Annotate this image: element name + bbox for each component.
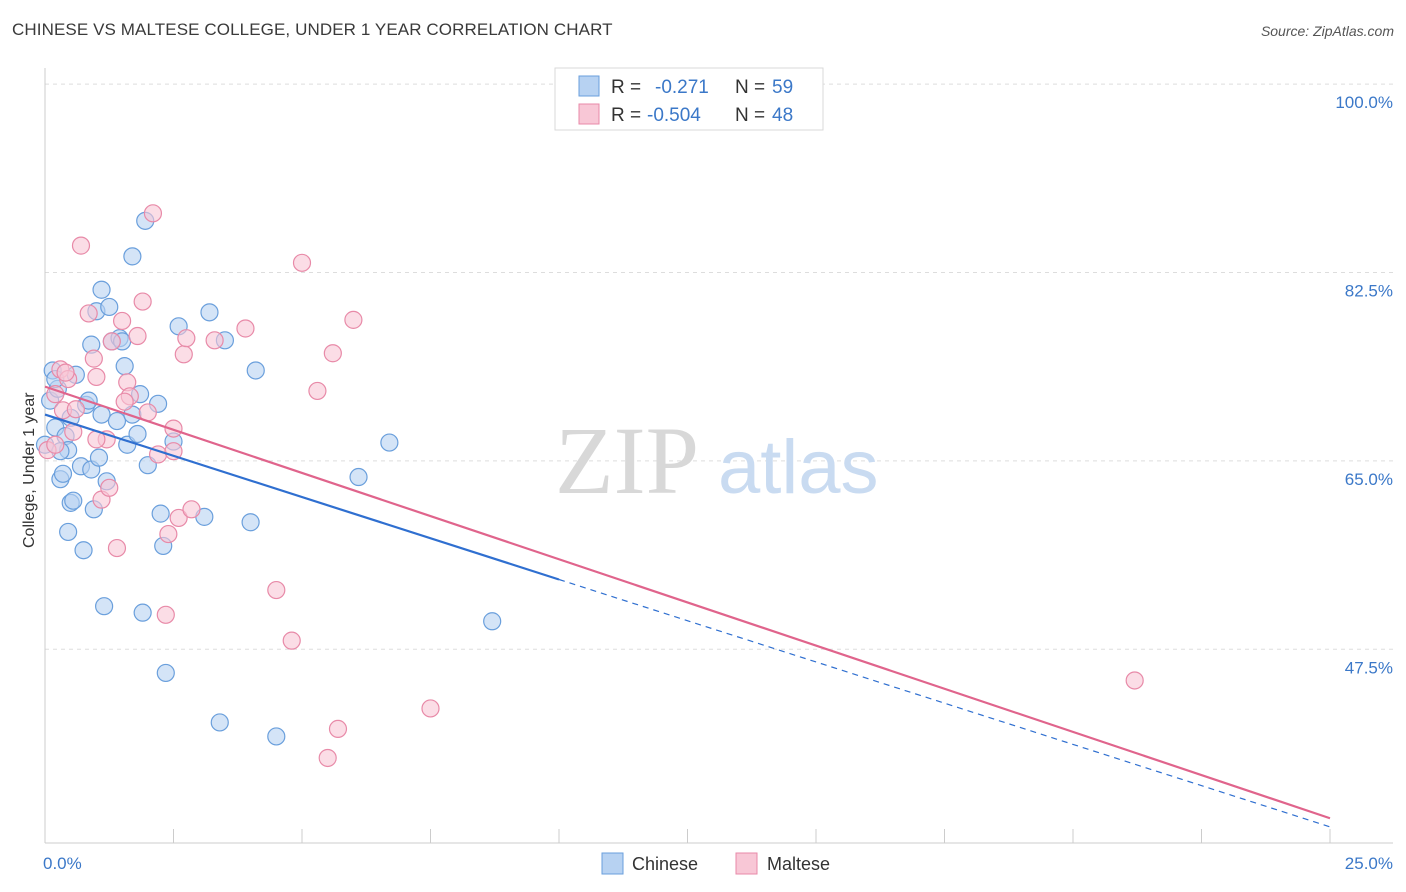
bottom-legend-label-maltese: Maltese — [767, 854, 830, 874]
point-maltese — [205, 331, 224, 350]
point-chinese — [89, 448, 109, 467]
point-maltese — [282, 631, 301, 650]
point-maltese — [84, 349, 103, 368]
point-chinese — [483, 612, 502, 631]
point-maltese — [1125, 671, 1144, 690]
legend-n-value-maltese: 48 — [772, 105, 793, 126]
point-maltese — [102, 332, 121, 351]
point-chinese — [241, 513, 260, 532]
point-chinese — [59, 522, 78, 542]
point-chinese — [100, 297, 119, 317]
legend-r-value-maltese: -0.504 — [647, 105, 701, 126]
y-axis-label: College, Under 1 year — [21, 392, 38, 548]
point-maltese — [66, 400, 85, 419]
legend-swatch-chinese — [578, 75, 600, 97]
trend-line-maltese — [44, 385, 1331, 820]
trend-line-chinese — [44, 413, 560, 581]
point-maltese — [156, 605, 175, 624]
point-maltese — [100, 478, 119, 497]
bottom-legend: Chinese Maltese — [601, 852, 830, 875]
point-maltese — [115, 392, 134, 411]
legend-n-label-maltese: N = — [735, 105, 765, 126]
point-maltese — [112, 311, 132, 331]
point-chinese — [128, 424, 147, 444]
point-chinese — [95, 597, 114, 616]
point-maltese — [177, 329, 196, 348]
point-maltese — [292, 253, 312, 272]
point-chinese — [151, 504, 170, 523]
bottom-legend-label-chinese: Chinese — [632, 854, 698, 874]
point-chinese — [156, 663, 175, 683]
point-maltese — [182, 500, 201, 519]
point-maltese — [79, 304, 98, 323]
point-maltese — [143, 204, 163, 223]
legend-r-label-chinese: R = — [611, 77, 641, 98]
point-maltese — [46, 435, 65, 454]
point-chinese — [115, 357, 134, 376]
trend-layer — [44, 385, 1331, 828]
point-chinese — [92, 280, 111, 299]
grid-layer: 100.0% 82.5% 65.0% 47.5% — [45, 83, 1393, 677]
point-maltese — [46, 385, 65, 404]
point-maltese — [71, 236, 91, 255]
point-chinese — [380, 433, 399, 452]
legend-r-label-maltese: R = — [611, 105, 641, 126]
points-layer — [35, 204, 1144, 768]
point-maltese — [421, 699, 440, 718]
point-maltese — [328, 719, 348, 739]
watermark-atlas: atlas — [718, 425, 879, 510]
point-chinese — [64, 491, 83, 510]
x-tick-max: 25.0% — [1345, 854, 1393, 873]
point-chinese — [53, 464, 73, 483]
legend-r-value-chinese: -0.271 — [655, 77, 709, 98]
point-chinese — [74, 541, 93, 560]
point-maltese — [236, 319, 255, 338]
point-chinese — [246, 361, 265, 380]
y-tick-label: 82.5% — [1345, 282, 1393, 301]
point-maltese — [174, 345, 193, 364]
legend-box: R = -0.271 N = 59 R = -0.504 N = 48 — [554, 67, 824, 131]
point-maltese — [169, 508, 188, 528]
point-maltese — [267, 580, 286, 600]
point-maltese — [133, 292, 152, 311]
y-tick-label: 65.0% — [1345, 470, 1393, 489]
bottom-legend-swatch-maltese — [735, 852, 758, 875]
legend-n-value-chinese: 59 — [772, 77, 793, 98]
point-maltese — [87, 367, 106, 387]
point-chinese — [123, 247, 142, 266]
point-chinese — [349, 467, 368, 487]
point-chinese — [210, 713, 229, 732]
point-chinese — [267, 727, 286, 746]
point-maltese — [107, 538, 127, 558]
bottom-legend-swatch-chinese — [601, 852, 624, 875]
point-maltese — [323, 344, 342, 363]
watermark: ZIP atlas — [555, 407, 879, 514]
point-maltese — [344, 310, 363, 329]
point-chinese — [200, 303, 219, 322]
point-maltese — [164, 419, 183, 438]
point-maltese — [318, 748, 337, 768]
legend-swatch-maltese — [578, 103, 600, 125]
point-maltese — [159, 524, 178, 544]
point-maltese — [56, 363, 75, 382]
chart-title: CHINESE VS MALTESE COLLEGE, UNDER 1 YEAR… — [12, 20, 613, 39]
point-chinese — [133, 603, 152, 622]
watermark-zip: ZIP — [555, 407, 699, 514]
legend-n-label-chinese: N = — [735, 77, 765, 98]
y-tick-label: 100.0% — [1335, 93, 1393, 112]
point-maltese — [128, 326, 147, 346]
trend-line-chinese-dashed — [558, 578, 1331, 828]
point-chinese — [107, 411, 127, 431]
source-credit: Source: ZipAtlas.com — [1260, 23, 1394, 39]
y-tick-label: 47.5% — [1345, 658, 1393, 677]
x-tick-min: 0.0% — [43, 854, 82, 873]
point-maltese — [308, 381, 327, 401]
